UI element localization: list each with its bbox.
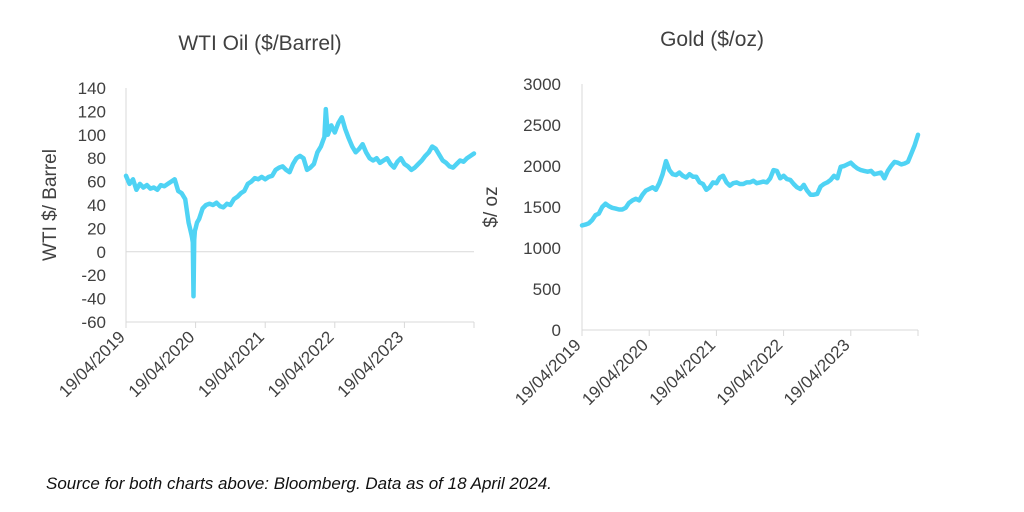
wti-y-tick-label: 120 [78,102,106,121]
wti-y-tick-label: 80 [87,149,106,168]
wti-y-tick-label: 100 [78,126,106,145]
gold-x-tick-label: 19/04/2022 [713,335,787,409]
gold-y-axis-label: $/ oz [481,186,502,227]
wti-y-tick-label: 140 [78,79,106,98]
wti-y-tick-label: 40 [87,196,106,215]
gold-y-tick-label: 0 [552,321,561,340]
wti-y-tick-label: -60 [81,313,106,332]
gold-x-tick-label: 19/04/2020 [578,335,652,409]
gold-chart-title: Gold ($/oz) [660,28,764,51]
wti-x-tick-label: 19/04/2020 [125,327,199,401]
gold-y-tick-label: 1500 [523,198,561,217]
wti-x-tick-label: 19/04/2022 [264,327,338,401]
gold-chart: Gold ($/oz) $/ oz 3000 2500 2000 1500 1000 500 0… [481,28,921,409]
gold-y-tick-label: 500 [533,280,561,299]
source-note: Source for both charts above: Bloomberg.… [46,474,552,493]
wti-y-tick-label: 60 [87,173,106,192]
gold-y-tick-label: 2000 [523,157,561,176]
wti-series-line [123,106,477,299]
gold-series-line [579,132,921,228]
wti-y-tick-label: 20 [87,219,106,238]
gold-y-tick-label: 2500 [523,116,561,135]
wti-chart: WTI Oil ($/Barrel) WTI $/ Barrel 140 120 100… [40,32,477,401]
wti-x-tick-label: 19/04/2021 [194,327,268,401]
wti-y-tick-label: -40 [81,290,106,309]
wti-y-axis-label: WTI $/ Barrel [40,149,61,261]
gold-x-tick-label: 19/04/2019 [511,335,585,409]
gold-y-tick-label: 3000 [523,75,561,94]
gold-y-tick-label: 1000 [523,239,561,258]
wti-x-tick-label: 19/04/2023 [334,327,408,401]
gold-x-tick-label: 19/04/2021 [646,335,720,409]
wti-y-tick-label: -20 [81,266,106,285]
wti-chart-title: WTI Oil ($/Barrel) [178,32,341,55]
wti-y-tick-label: 0 [97,243,106,262]
gold-x-tick-label: 19/04/2023 [780,335,854,409]
wti-x-tick-label: 19/04/2019 [55,327,129,401]
